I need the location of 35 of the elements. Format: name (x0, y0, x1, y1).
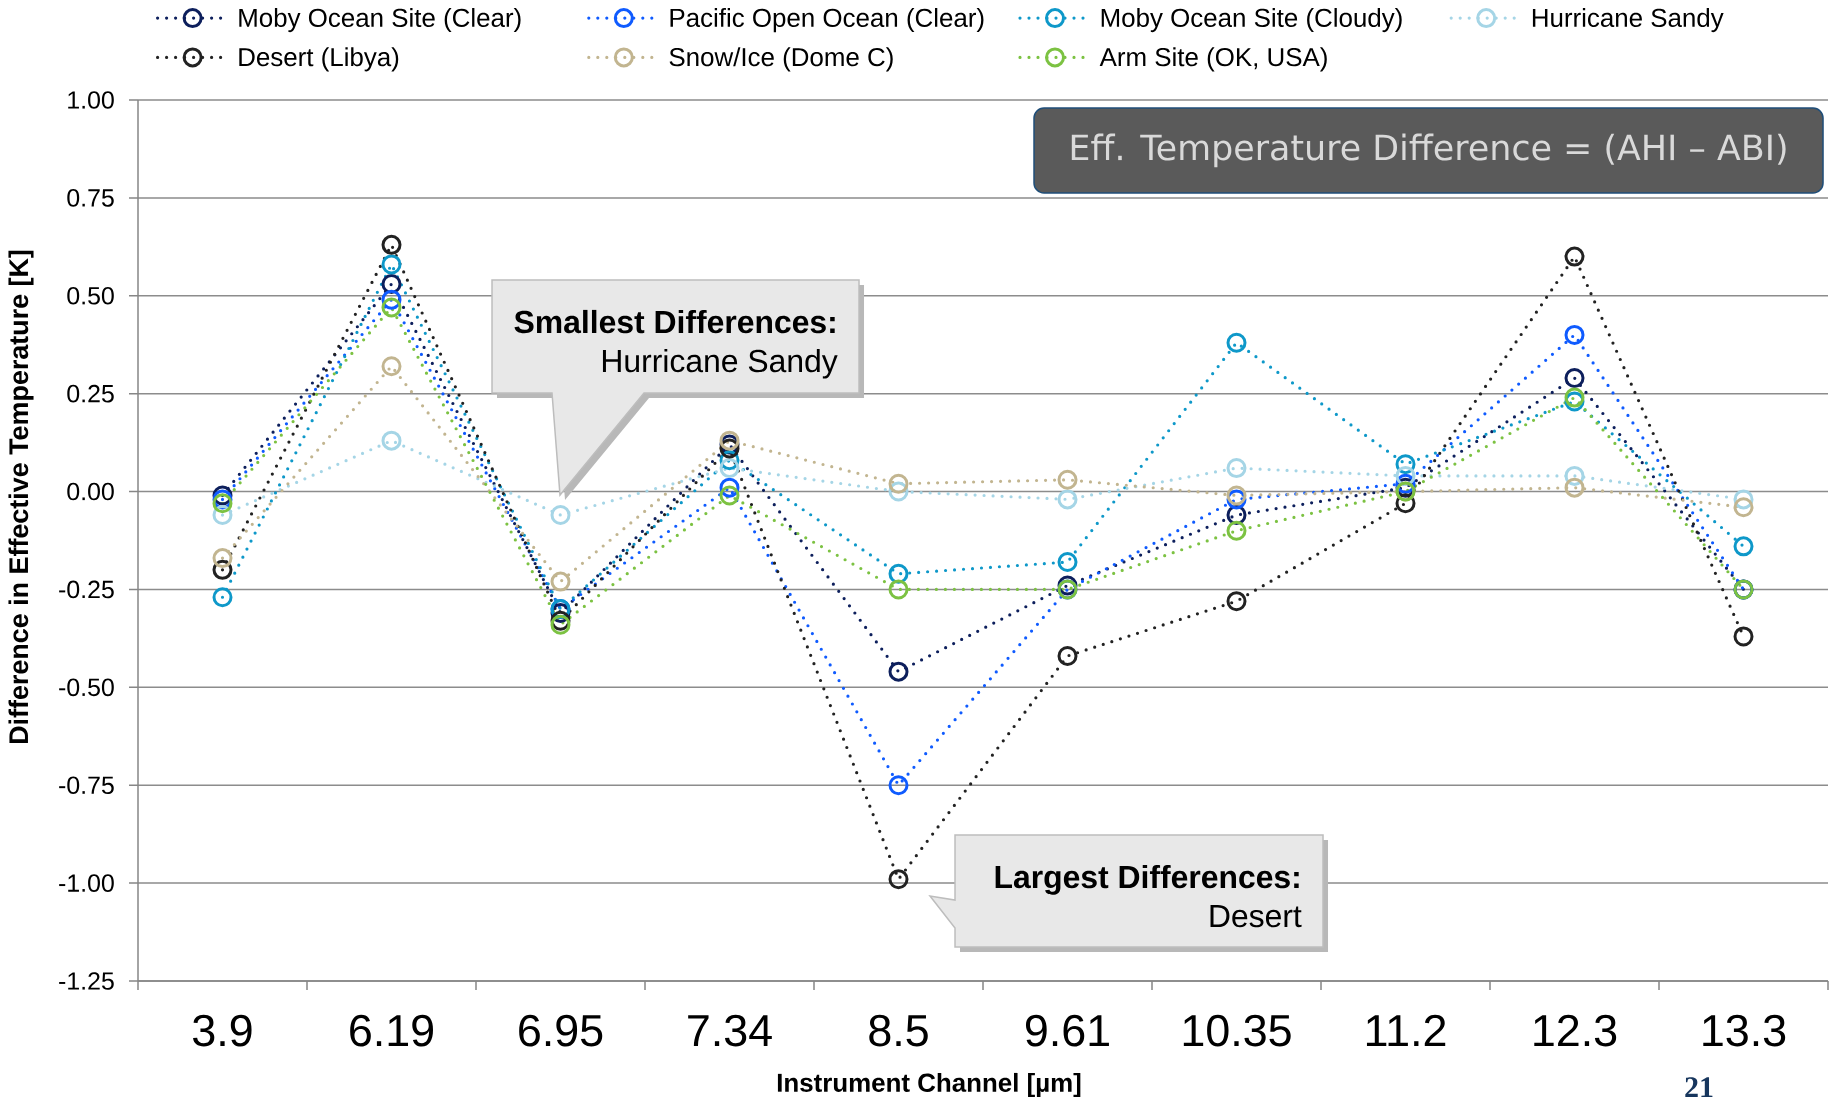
annotation: Desert (1210, 905, 1302, 928)
legend-label: Arm Site (OK, USA) (1099, 47, 1327, 72)
y-tick-label: -0.25 (59, 580, 114, 599)
y-tick-label: -0.50 (59, 678, 114, 697)
legend-label: Hurricane Sandy (1532, 7, 1724, 33)
y-tick-label: -1.25 (59, 972, 114, 990)
x-tick-label: 8.5 (869, 1014, 928, 1047)
text: 21 (1685, 1077, 1713, 1097)
annotation: Smallest Differences: (514, 309, 835, 334)
y-tick-label: -0.75 (59, 776, 114, 795)
y-axis-title: Difference in Effective Temperature [K] (8, 250, 34, 744)
legend-label: Snow/Ice (Dome C) (669, 47, 893, 72)
x-tick-label: 13.3 (1703, 1014, 1786, 1047)
annotation: Eff. Temperature Difference = (AHI – ABI) (1071, 133, 1786, 168)
legend-label: Pacific Open Ocean (Clear) (670, 7, 984, 33)
legend-label: Moby Ocean Site (Cloudy) (1101, 7, 1402, 33)
x-tick-label: 6.19 (350, 1014, 433, 1047)
x-tick-label: 7.34 (688, 1014, 772, 1047)
x-tick-label: 6.95 (519, 1014, 603, 1047)
x-tick-label: 3.9 (193, 1014, 252, 1047)
x-tick-label: 11.2 (1366, 1014, 1446, 1046)
y-tick-label: 0.75 (67, 189, 114, 207)
x-tick-label: 12.3 (1534, 1014, 1617, 1047)
y-tick-label: 0.25 (67, 384, 114, 403)
x-axis-title: Instrument Channel [µm] (777, 1072, 1081, 1098)
x-tick-label: 9.61 (1025, 1014, 1109, 1047)
annotation: Largest Differences: (995, 864, 1299, 895)
annotation: Hurricane Sandy (602, 348, 838, 379)
x-tick-label: 10.35 (1183, 1014, 1291, 1047)
y-tick-label: 0.00 (67, 482, 114, 501)
legend-label: Desert (Libya) (239, 47, 399, 72)
y-tick-label: -1.00 (59, 874, 114, 892)
y-tick-label: 0.50 (67, 286, 114, 305)
y-tick-label: 1.00 (68, 91, 114, 109)
legend-label: Moby Ocean Site (Clear) (239, 7, 521, 33)
